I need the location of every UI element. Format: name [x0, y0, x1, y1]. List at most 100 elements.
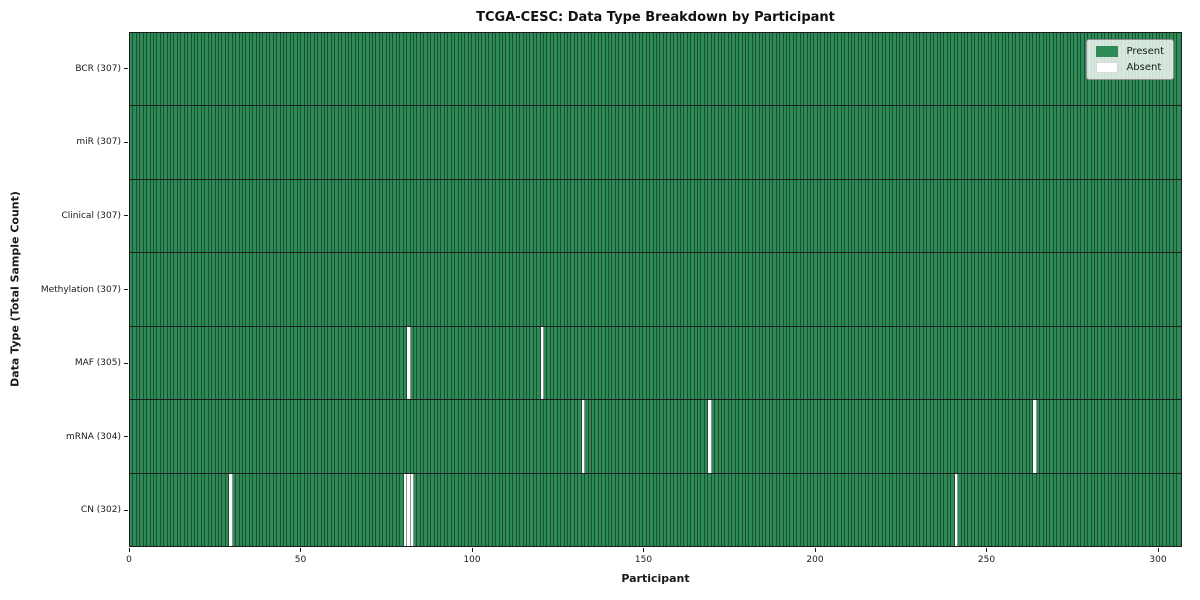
cell-present	[424, 326, 428, 400]
cell-present	[910, 253, 914, 326]
cell-present	[1118, 473, 1123, 546]
cell-present	[1170, 106, 1174, 179]
cell-present	[242, 473, 247, 546]
cell-present	[544, 33, 548, 106]
cell-present	[899, 400, 904, 473]
cell-present	[294, 106, 298, 179]
cell-present	[1019, 473, 1024, 546]
cell-present	[232, 253, 237, 326]
cell-present	[136, 33, 141, 106]
cell-present	[1132, 106, 1137, 179]
cell-present	[297, 473, 302, 546]
cell-present	[790, 326, 794, 400]
cell-present	[1142, 179, 1147, 253]
cell-present	[800, 33, 805, 106]
cell-present	[393, 253, 397, 326]
cell-present	[913, 400, 918, 473]
cell-present	[643, 400, 647, 473]
cell-present	[581, 33, 586, 106]
cell-present	[995, 253, 1000, 326]
cell-present	[838, 106, 842, 179]
cell-present	[441, 326, 445, 400]
cell-present	[787, 179, 791, 253]
cell-present	[831, 179, 835, 253]
cell-present	[352, 106, 356, 179]
cell-present	[130, 179, 134, 253]
cell-present	[171, 179, 175, 253]
y-axis-title: Data Type (Total Sample Count)	[8, 191, 22, 387]
cell-present	[502, 400, 507, 473]
cell-present	[232, 33, 237, 106]
cell-present	[1036, 106, 1041, 179]
cell-present	[940, 326, 945, 400]
cell-present	[338, 473, 343, 546]
cell-present	[557, 106, 562, 179]
cell-present	[1129, 473, 1133, 546]
cell-present	[1026, 400, 1030, 473]
cell-present	[475, 326, 480, 400]
cell-present	[222, 179, 226, 253]
cell-present	[858, 33, 863, 106]
cell-present	[407, 106, 411, 179]
cell-present	[660, 326, 664, 400]
cell-present	[349, 253, 353, 326]
cell-present	[191, 400, 196, 473]
cell-present	[444, 473, 449, 546]
cell-present	[1115, 253, 1119, 326]
cell-present	[879, 473, 883, 546]
cell-present	[667, 106, 671, 179]
cell-present	[824, 106, 829, 179]
cell-present	[875, 473, 880, 546]
cell-present	[602, 326, 606, 400]
cell-present	[188, 33, 192, 106]
cell-present	[205, 326, 209, 400]
cell-present	[1019, 253, 1024, 326]
cell-present	[143, 473, 148, 546]
cell-present	[1118, 106, 1123, 179]
cell-present	[923, 400, 928, 473]
cell-present	[797, 106, 801, 179]
cell-present	[218, 400, 223, 473]
cell-present	[920, 33, 924, 106]
cell-present	[321, 106, 326, 179]
cell-present	[1146, 326, 1150, 400]
cell-present	[345, 33, 349, 106]
cell-present	[776, 253, 781, 326]
cell-present	[752, 326, 757, 400]
cell-present	[629, 326, 634, 400]
cell-present	[639, 473, 644, 546]
cell-present	[886, 33, 890, 106]
cell-present	[311, 179, 315, 253]
cell-present	[1043, 179, 1048, 253]
cell-present	[195, 473, 199, 546]
cell-present	[595, 473, 599, 546]
cell-present	[417, 106, 421, 179]
cell-present	[684, 33, 688, 106]
cell-present	[208, 106, 213, 179]
cell-present	[633, 33, 637, 106]
cell-present	[342, 400, 346, 473]
cell-present	[359, 253, 363, 326]
cell-present	[420, 400, 425, 473]
cell-present	[684, 400, 688, 473]
cell-present	[930, 400, 935, 473]
cell-present	[325, 253, 329, 326]
cell-present	[615, 106, 620, 179]
cell-present	[321, 253, 326, 326]
cell-present	[944, 400, 948, 473]
cell-present	[1132, 253, 1137, 326]
cell-present	[393, 400, 397, 473]
cell-present	[239, 106, 243, 179]
cell-present	[855, 400, 859, 473]
cell-present	[711, 400, 716, 473]
cell-present	[742, 179, 746, 253]
cell-present	[290, 473, 295, 546]
cell-present	[663, 326, 668, 400]
cell-present	[448, 106, 452, 179]
cell-present	[1159, 473, 1164, 546]
cell-present	[855, 33, 859, 106]
cell-present	[615, 33, 620, 106]
cell-present	[1067, 106, 1072, 179]
cell-present	[260, 106, 264, 179]
cell-present	[325, 326, 329, 400]
